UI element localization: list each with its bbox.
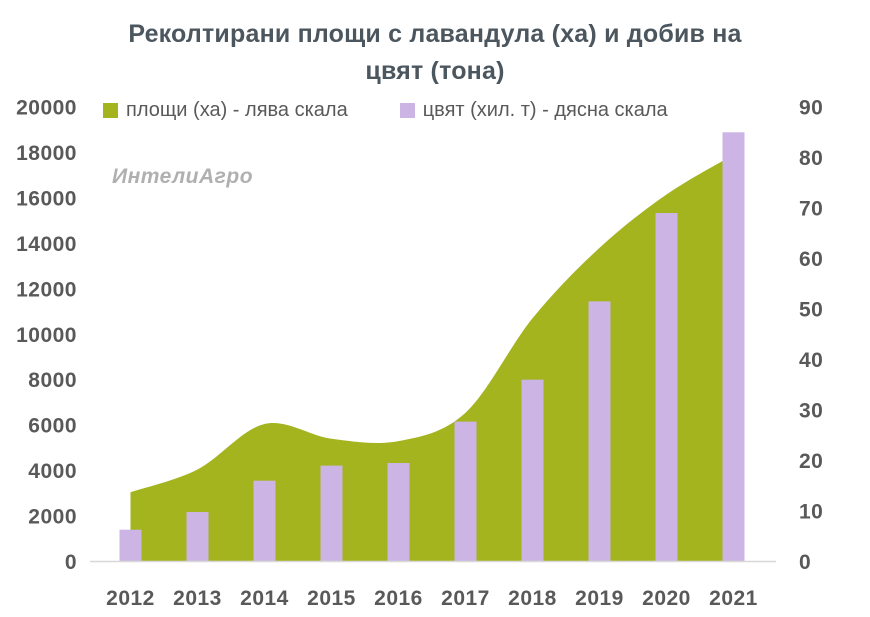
right-axis-tick-0: 0 (799, 551, 811, 574)
left-axis-tick-4000: 4000 (28, 460, 77, 483)
chart-legend: площи (ха) - лява скала цвят (хил. т) - … (103, 99, 668, 122)
bar-2014 (253, 480, 276, 562)
x-axis-label-2012: 2012 (106, 587, 155, 610)
watermark: ИнтелиАгро (112, 165, 254, 188)
area-series (130, 154, 734, 562)
x-axis-label-2021: 2021 (709, 587, 758, 610)
left-axis-tick-6000: 6000 (28, 415, 77, 438)
x-axis-label-2020: 2020 (642, 587, 691, 610)
right-axis-tick-30: 30 (799, 400, 823, 423)
bar-2021 (722, 132, 745, 562)
right-axis-tick-60: 60 (799, 248, 823, 271)
x-axis-label-2016: 2016 (374, 587, 423, 610)
x-axis-label-2015: 2015 (307, 587, 356, 610)
right-axis-tick-70: 70 (799, 198, 823, 221)
right-axis-tick-40: 40 (799, 349, 823, 372)
area-series-swatch-icon (103, 103, 118, 118)
left-axis-tick-20000: 20000 (16, 97, 77, 120)
x-axis-label-2014: 2014 (240, 587, 289, 610)
right-axis-tick-20: 20 (799, 450, 823, 473)
left-axis-tick-16000: 16000 (16, 187, 77, 210)
right-axis-tick-10: 10 (799, 501, 823, 524)
left-axis-tick-8000: 8000 (28, 369, 77, 392)
left-axis-tick-0: 0 (65, 551, 77, 574)
legend-label-area: площи (ха) - лява скала (126, 99, 348, 121)
right-axis-tick-50: 50 (799, 299, 823, 322)
bar-2019 (588, 301, 611, 562)
right-axis-tick-80: 80 (799, 147, 823, 170)
legend-item-bar: цвят (хил. т) - дясна скала (399, 99, 668, 122)
left-axis-tick-12000: 12000 (16, 278, 77, 301)
bar-2016 (387, 463, 410, 562)
bar-2015 (320, 465, 343, 562)
right-axis-tick-90: 90 (799, 97, 823, 120)
bar-2013 (186, 512, 209, 562)
x-axis-label-2018: 2018 (508, 587, 557, 610)
bar-2017 (454, 421, 477, 562)
left-axis-tick-14000: 14000 (16, 233, 77, 256)
legend-item-area: площи (ха) - лява скала (103, 99, 348, 122)
bar-2012 (119, 529, 142, 562)
left-axis-tick-18000: 18000 (16, 142, 77, 165)
bar-2020 (655, 213, 678, 562)
legend-label-bar: цвят (хил. т) - дясна скала (422, 99, 668, 121)
chart-title: Реколтирани площи с лавандула (ха) и доб… (128, 20, 742, 85)
left-axis-tick-10000: 10000 (16, 324, 77, 347)
left-axis-tick-2000: 2000 (28, 506, 77, 529)
x-axis-label-2013: 2013 (173, 587, 222, 610)
x-axis-label-2019: 2019 (575, 587, 624, 610)
bar-series-swatch-icon (399, 103, 415, 118)
bar-2018 (521, 379, 544, 562)
x-axis-label-2017: 2017 (441, 587, 490, 610)
